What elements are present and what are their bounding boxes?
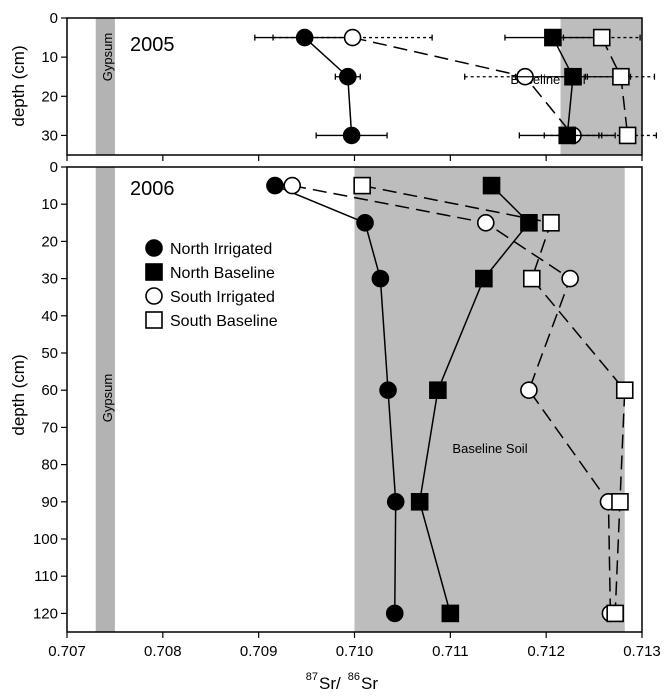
x-tick-label: 0.707 <box>48 643 86 660</box>
x-axis-label-sup2: 86 <box>348 671 360 683</box>
series-north-irrigated <box>254 28 388 145</box>
y-tick-label: 10 <box>41 49 58 66</box>
y-tick-label: 70 <box>41 419 58 436</box>
y-tick-label: 50 <box>41 345 58 362</box>
y-tick-label: 40 <box>41 308 58 325</box>
data-point <box>520 381 538 400</box>
series-north-irrigated <box>266 176 405 623</box>
data-point <box>522 269 541 288</box>
data-point <box>544 28 562 47</box>
series-line <box>362 184 626 614</box>
data-point <box>558 126 577 145</box>
data-point <box>542 214 560 232</box>
y-axis-label: depth (cm) <box>9 45 28 126</box>
legend-marker <box>145 263 163 281</box>
legend: North Irrigated North Baseline South Irrig… <box>145 239 278 330</box>
data-point <box>441 604 460 623</box>
legend-label: South Baseline <box>170 313 278 330</box>
y-tick-label: 30 <box>41 271 58 288</box>
y-tick-label: 90 <box>41 494 58 511</box>
data-point <box>475 269 493 288</box>
x-tick-label: 0.711 <box>432 643 468 660</box>
gypsum-label: Gypsum <box>100 33 115 81</box>
panel-2006: Gypsum Baseline Soil 0 10 20 30 40 50 60 70 80 90 10… <box>9 159 661 693</box>
series-line <box>304 37 353 136</box>
baseline-soil-band <box>354 167 625 632</box>
x-axis-label: 87 Sr/86 Sr <box>306 671 379 693</box>
legend-label: North Irrigated <box>170 241 272 258</box>
x-tick-label: 0.712 <box>527 643 565 660</box>
gypsum-label: Gypsum <box>100 374 115 422</box>
legend-north-baseline: North Baseline <box>145 263 275 282</box>
series-line <box>274 184 397 614</box>
panel-year-label: 2005 <box>130 34 175 56</box>
data-point <box>592 28 611 47</box>
x-tick-label: 0.713 <box>623 643 661 660</box>
x-tick-label: 0.710 <box>336 643 374 660</box>
legend-marker <box>145 311 163 329</box>
legend-label: North Baseline <box>170 265 275 282</box>
y-tick-label: 80 <box>41 457 58 474</box>
data-point <box>386 492 405 511</box>
baseline-soil-label: Baseline Soil <box>452 441 527 456</box>
legend-south-baseline: South Baseline <box>145 311 278 330</box>
data-point <box>564 67 582 86</box>
y-tick-label: 120 <box>33 605 58 622</box>
data-point <box>379 381 397 400</box>
data-point <box>612 67 630 86</box>
data-point <box>343 28 362 47</box>
legend-label: South Irrigated <box>170 289 275 306</box>
data-point <box>283 176 302 195</box>
y-tick-label: 0 <box>50 10 58 27</box>
panel-year-label: 2006 <box>130 178 175 200</box>
series-north-baseline <box>410 176 538 623</box>
y-tick-label: 10 <box>41 196 58 213</box>
data-point <box>342 126 361 145</box>
data-point <box>618 126 637 145</box>
x-tick-label: 0.709 <box>240 643 278 660</box>
data-point <box>561 269 579 288</box>
gypsum-band <box>95 18 115 155</box>
series-line <box>292 184 612 614</box>
x-axis-label-sup1: 87 <box>306 671 318 683</box>
legend-north-irrigated: North Irrigated <box>145 239 272 258</box>
data-point <box>353 176 371 195</box>
y-tick-label: 110 <box>34 568 58 585</box>
y-tick-label: 60 <box>41 382 58 399</box>
x-axis-label-el2: Sr <box>361 674 378 693</box>
y-tick-label: 20 <box>41 233 58 250</box>
legend-marker <box>145 239 163 257</box>
legend-marker <box>145 287 163 305</box>
data-point <box>606 604 624 623</box>
x-axis-label-el1: Sr/ <box>319 674 341 693</box>
y-axis-label: depth (cm) <box>9 354 28 435</box>
y-tick-label: 100 <box>33 531 58 548</box>
x-tick-label: 0.708 <box>144 643 182 660</box>
data-point <box>520 214 538 232</box>
data-point <box>338 67 357 86</box>
series-south-baseline <box>353 176 634 623</box>
data-point <box>356 214 374 232</box>
data-point <box>410 492 429 511</box>
data-point <box>266 176 284 195</box>
gypsum-band <box>95 167 115 632</box>
data-point <box>429 381 447 400</box>
y-tick-label: 0 <box>50 159 58 176</box>
series-south-baseline <box>562 28 658 145</box>
data-point <box>476 214 495 232</box>
legend-south-irrigated: South Irrigated <box>145 287 275 306</box>
data-point <box>482 176 501 195</box>
data-point <box>611 492 629 511</box>
data-point <box>371 269 390 288</box>
data-point <box>385 604 404 623</box>
y-tick-label: 30 <box>41 127 58 144</box>
data-point <box>615 381 634 400</box>
y-tick-label: 20 <box>41 88 58 105</box>
